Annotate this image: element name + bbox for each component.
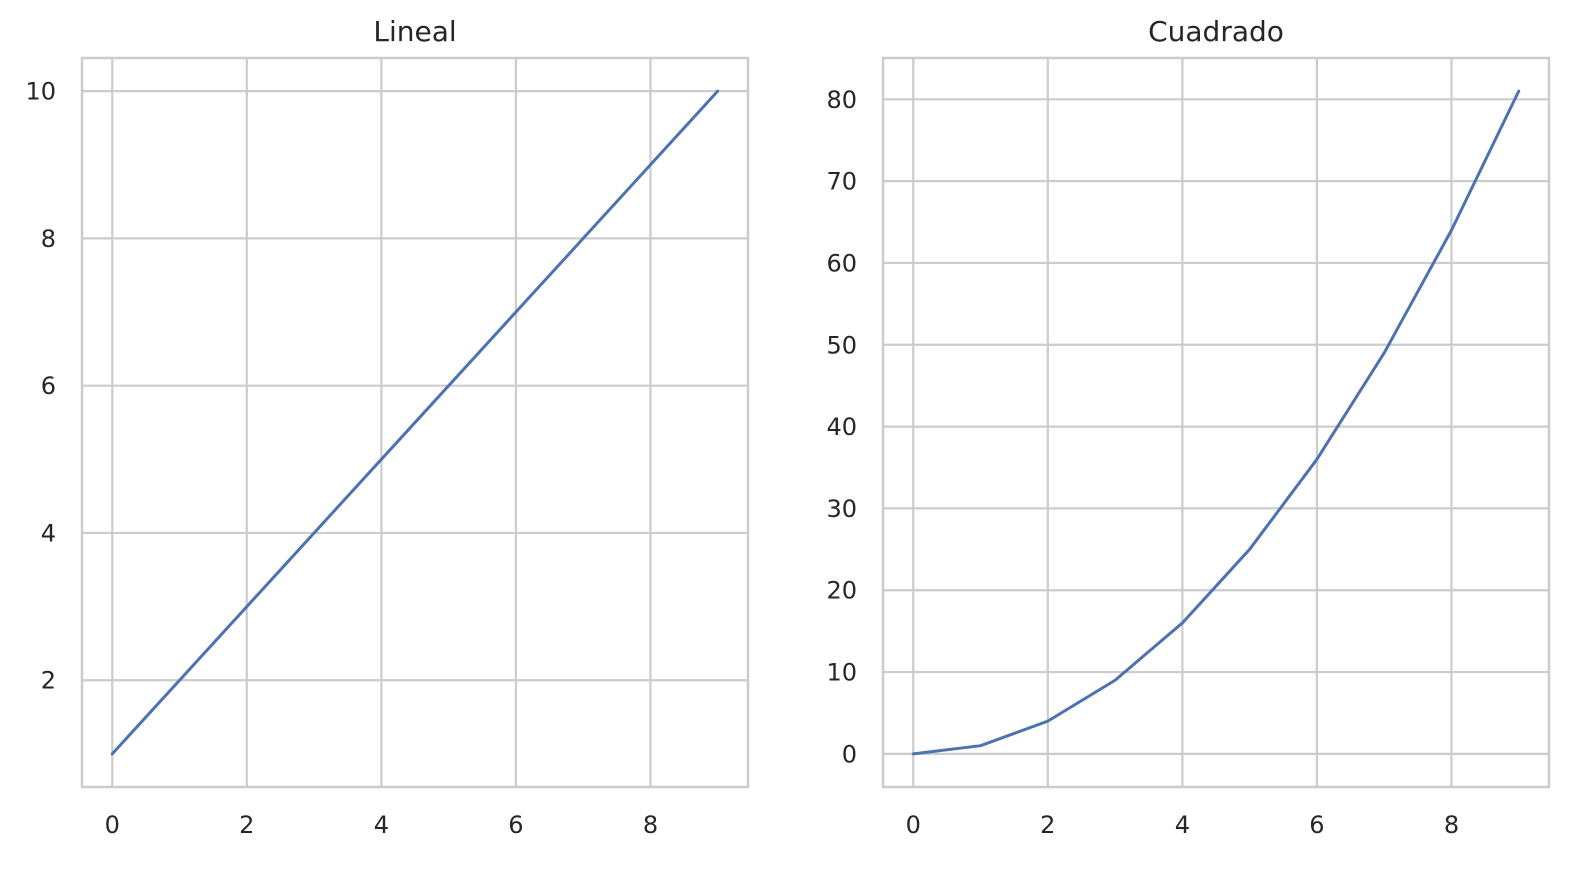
- chart-title: Cuadrado: [1148, 15, 1284, 48]
- series-line: [110, 89, 720, 756]
- subplot-lineal: 0 2 4 6 8 2 4 6 8 10 Lineal: [25, 15, 750, 839]
- y-tick-label: 10: [826, 659, 857, 687]
- x-tick-label: 0: [105, 811, 120, 839]
- y-tick-label: 10: [25, 78, 56, 106]
- x-tick-label: 4: [374, 811, 389, 839]
- y-tick-label: 0: [842, 740, 857, 768]
- y-tick-label: 70: [826, 168, 857, 196]
- series-line: [911, 89, 1521, 756]
- y-tick-label: 8: [41, 225, 56, 253]
- x-tick-label: 2: [1040, 811, 1055, 839]
- x-tick-label: 0: [906, 811, 921, 839]
- y-tick-label: 2: [41, 667, 56, 695]
- y-tick-label: 20: [826, 577, 857, 605]
- x-tick-label: 4: [1175, 811, 1190, 839]
- x-tick-label: 6: [1309, 811, 1324, 839]
- x-tick-label: 6: [508, 811, 523, 839]
- y-tick-label: 4: [41, 519, 56, 547]
- y-tick-label: 30: [826, 495, 857, 523]
- y-tick-label: 50: [826, 331, 857, 359]
- x-tick-label: 8: [1444, 811, 1459, 839]
- axes-frame: [881, 56, 1551, 789]
- axes-frame: [80, 56, 750, 789]
- y-tick-label: 40: [826, 413, 857, 441]
- chart-title: Lineal: [373, 15, 456, 48]
- y-tick-label: 60: [826, 249, 857, 277]
- y-tick-label: 80: [826, 86, 857, 114]
- y-tick-label: 6: [41, 372, 56, 400]
- x-tick-label: 8: [643, 811, 658, 839]
- x-tick-label: 2: [239, 811, 254, 839]
